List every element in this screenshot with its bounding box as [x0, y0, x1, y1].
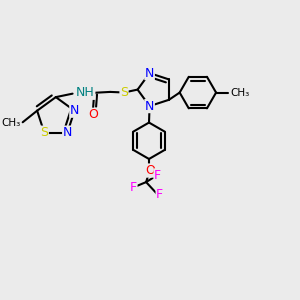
Text: CH₃: CH₃ — [230, 88, 249, 98]
Text: F: F — [154, 169, 161, 182]
Text: S: S — [120, 86, 128, 99]
Text: NH: NH — [76, 86, 95, 99]
Text: S: S — [40, 126, 48, 139]
Text: CH₃: CH₃ — [1, 118, 20, 128]
Text: O: O — [145, 164, 155, 177]
Text: O: O — [88, 108, 98, 121]
Text: N: N — [70, 104, 79, 117]
Text: F: F — [156, 188, 163, 201]
Text: F: F — [130, 181, 137, 194]
Text: N: N — [63, 126, 72, 139]
Text: N: N — [145, 100, 154, 112]
Text: N: N — [145, 67, 154, 80]
